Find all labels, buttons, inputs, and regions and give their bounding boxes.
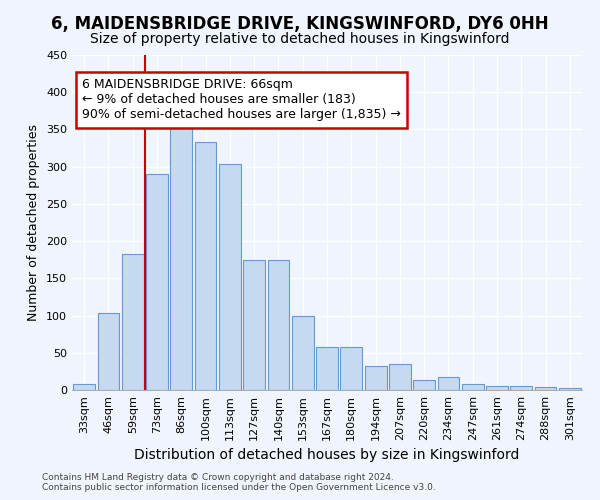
Bar	[146, 174, 168, 390]
Bar	[486, 386, 508, 390]
Bar	[389, 364, 411, 390]
Bar	[219, 164, 241, 390]
Bar	[194, 142, 217, 390]
Bar	[413, 380, 435, 390]
Bar	[365, 366, 386, 390]
Bar	[170, 118, 192, 390]
Bar	[437, 376, 460, 390]
Bar	[559, 388, 581, 390]
Text: 6 MAIDENSBRIDGE DRIVE: 66sqm
← 9% of detached houses are smaller (183)
90% of se: 6 MAIDENSBRIDGE DRIVE: 66sqm ← 9% of det…	[82, 78, 401, 122]
Bar	[122, 254, 143, 390]
X-axis label: Distribution of detached houses by size in Kingswinford: Distribution of detached houses by size …	[134, 448, 520, 462]
Bar	[268, 260, 289, 390]
Y-axis label: Number of detached properties: Number of detached properties	[28, 124, 40, 321]
Text: Contains HM Land Registry data © Crown copyright and database right 2024.
Contai: Contains HM Land Registry data © Crown c…	[42, 473, 436, 492]
Bar	[243, 260, 265, 390]
Bar	[535, 387, 556, 390]
Text: 6, MAIDENSBRIDGE DRIVE, KINGSWINFORD, DY6 0HH: 6, MAIDENSBRIDGE DRIVE, KINGSWINFORD, DY…	[51, 15, 549, 33]
Bar	[462, 384, 484, 390]
Bar	[511, 386, 532, 390]
Bar	[340, 347, 362, 390]
Bar	[97, 314, 119, 390]
Text: Size of property relative to detached houses in Kingswinford: Size of property relative to detached ho…	[90, 32, 510, 46]
Bar	[292, 316, 314, 390]
Bar	[73, 384, 95, 390]
Bar	[316, 347, 338, 390]
